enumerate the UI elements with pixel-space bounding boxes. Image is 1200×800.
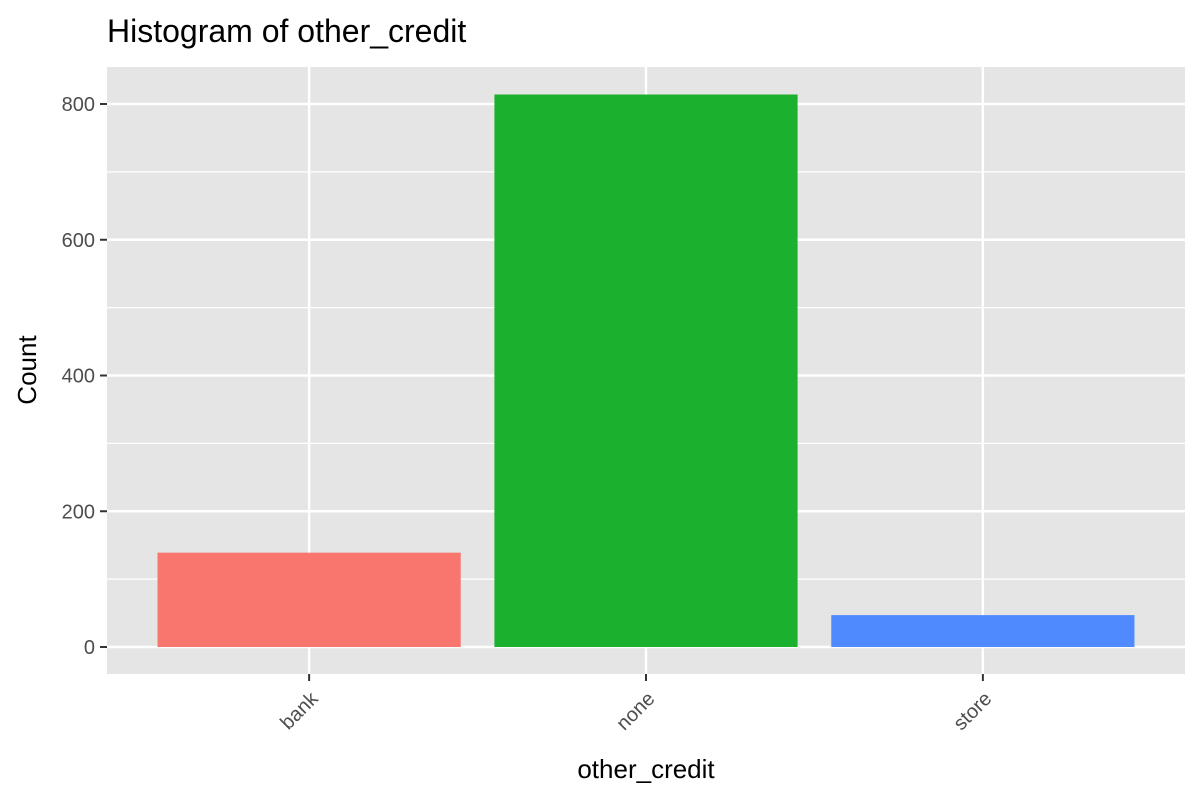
y-axis: 0 200 400 600 800 [62,94,107,659]
y-tick-label: 800 [62,94,95,116]
y-axis-title: Count [12,335,42,405]
x-tick-label-none: none [612,688,659,735]
x-tick-label-bank: bank [276,687,323,734]
x-tick-label-store: store [949,688,996,735]
bar-none [494,94,798,647]
chart-title: Histogram of other_credit [107,13,466,49]
y-tick-label: 600 [62,230,95,252]
y-tick-label: 400 [62,366,95,388]
bar-bank [157,552,461,647]
bars [157,94,1135,647]
y-tick-label: 0 [84,637,95,659]
x-axis: bank none store [276,674,996,735]
y-tick-label: 200 [62,501,95,523]
bar-store [831,615,1135,647]
x-axis-title: other_credit [577,754,715,784]
